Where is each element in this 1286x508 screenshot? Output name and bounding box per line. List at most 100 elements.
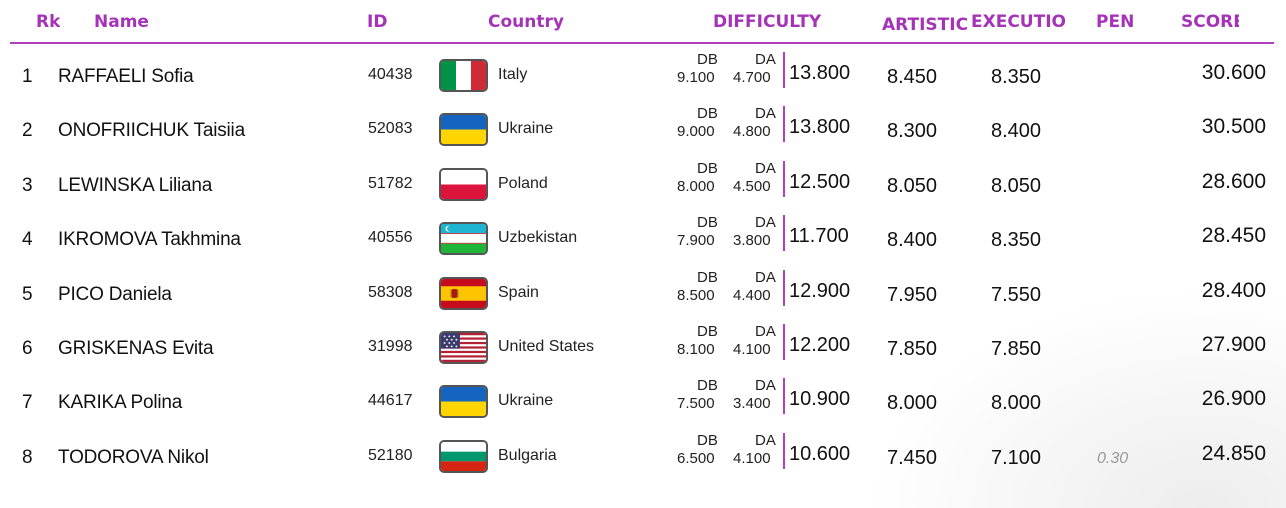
header-artistic[interactable]: ARTISTIC	[882, 15, 969, 35]
italy-flag-icon	[439, 59, 488, 92]
table-row[interactable]: 5 PICO Daniela 58308 Spain DB DA 8.500 4.400 12.…	[0, 269, 1286, 330]
db-value: 6.500	[677, 449, 715, 467]
da-label: DA	[755, 268, 776, 286]
rank: 5	[22, 283, 33, 305]
ukraine-flag-icon	[439, 113, 488, 147]
header-execution[interactable]: EXECUTIOI	[971, 12, 1065, 32]
db-label: DB	[697, 214, 718, 232]
db-label: DB	[697, 268, 718, 286]
difficulty-divider	[783, 432, 785, 469]
db-label: DB	[697, 159, 718, 177]
country-name: Bulgaria	[498, 446, 557, 464]
da-value: 4.800	[733, 123, 771, 141]
rank: 8	[22, 446, 33, 468]
athlete-name[interactable]: RAFFAELI Sofia	[58, 66, 194, 87]
da-value: 4.100	[733, 341, 771, 358]
athlete-name[interactable]: PICO Daniela	[58, 283, 172, 305]
united-states-flag-icon	[439, 331, 488, 364]
difficulty-score: 12.900	[789, 279, 851, 302]
db-value: 9.000	[677, 123, 715, 141]
header-country[interactable]: Country	[488, 12, 564, 32]
execution-score: 8.400	[991, 120, 1042, 143]
da-label: DA	[755, 431, 776, 449]
total-score: 24.850	[1201, 441, 1266, 465]
header-rk[interactable]: Rk	[36, 12, 61, 32]
db-value: 8.500	[677, 286, 715, 304]
difficulty-score: 10.900	[789, 388, 851, 411]
table-row[interactable]: 3 LEWINSKA Liliana 51782 Poland DB DA 8.000 4.5…	[0, 160, 1286, 221]
da-value: 3.800	[733, 232, 771, 250]
difficulty-divider	[783, 378, 785, 415]
db-label: DB	[697, 105, 718, 123]
athlete-id: 52180	[368, 446, 413, 464]
athlete-name[interactable]: LEWINSKA Liliana	[58, 174, 213, 196]
table-row[interactable]: 2 ONOFRIICHUK Taisiia 52083 Ukraine DB DA 9.00…	[0, 105, 1286, 166]
rank: 6	[22, 338, 33, 359]
country-name: Uzbekistan	[498, 229, 578, 247]
difficulty-divider	[783, 52, 785, 88]
athlete-name[interactable]: KARIKA Polina	[58, 392, 183, 414]
execution-score: 8.350	[991, 229, 1042, 252]
artistic-score: 7.850	[887, 338, 938, 360]
athlete-name[interactable]: ONOFRIICHUK Taisiia	[58, 120, 245, 142]
da-value: 4.100	[733, 449, 771, 467]
difficulty-divider	[783, 160, 785, 197]
difficulty-divider	[783, 215, 785, 252]
table-row[interactable]: 6 GRISKENAS Evita 31998 United States DB DA 8.…	[0, 323, 1286, 384]
penalty: 0.30	[1097, 449, 1129, 467]
header-name[interactable]: Name	[94, 12, 149, 32]
artistic-score: 8.450	[887, 66, 938, 88]
da-label: DA	[755, 105, 776, 123]
rank: 4	[22, 229, 33, 251]
header-difficulty[interactable]: DIFFICULTY	[713, 12, 822, 32]
rank: 2	[22, 120, 33, 142]
header-pen[interactable]: PEN	[1096, 12, 1135, 32]
db-value: 7.900	[677, 232, 715, 250]
db-value: 9.100	[677, 69, 715, 86]
athlete-id: 51782	[368, 174, 413, 192]
execution-score: 8.350	[991, 66, 1042, 88]
db-value: 8.000	[677, 177, 715, 195]
execution-score: 8.000	[991, 392, 1042, 415]
execution-score: 7.550	[991, 283, 1042, 306]
athlete-id: 58308	[368, 283, 413, 301]
uzbekistan-flag-icon	[439, 222, 488, 256]
artistic-score: 8.400	[887, 229, 938, 252]
artistic-score: 7.950	[887, 283, 938, 306]
da-label: DA	[755, 323, 776, 340]
athlete-name[interactable]: TODOROVA Nikol	[58, 446, 209, 468]
artistic-score: 8.300	[887, 120, 938, 143]
da-label: DA	[755, 159, 776, 177]
bulgaria-flag-icon	[439, 439, 488, 473]
table-row[interactable]: 1 RAFFAELI Sofia 40438 Italy DB DA 9.100 4.700 1…	[0, 51, 1286, 112]
difficulty-score: 12.500	[789, 170, 851, 193]
db-label: DB	[697, 51, 718, 68]
header-score[interactable]: SCORE	[1181, 12, 1239, 32]
difficulty-score: 13.800	[789, 62, 851, 84]
total-score: 28.400	[1201, 278, 1266, 302]
table-row[interactable]: 8 TODOROVA Nikol 52180 Bulgaria DB DA 6.500 4.1…	[0, 432, 1286, 493]
total-score: 27.900	[1201, 333, 1266, 356]
table-row[interactable]: 7 KARIKA Polina 44617 Ukraine DB DA 7.500 3.400…	[0, 377, 1286, 438]
athlete-name[interactable]: GRISKENAS Evita	[58, 338, 214, 359]
total-score: 30.500	[1201, 115, 1266, 139]
rank: 3	[22, 174, 33, 196]
header-id[interactable]: ID	[367, 12, 388, 32]
athlete-id: 44617	[368, 392, 413, 410]
difficulty-score: 11.700	[789, 225, 849, 248]
db-label: DB	[697, 323, 718, 340]
total-score: 28.450	[1201, 224, 1266, 248]
table-header: Rk Name ID Country DIFFICULTY ARTISTIC E…	[0, 0, 1286, 44]
difficulty-score: 12.200	[789, 334, 851, 356]
rank: 7	[22, 392, 33, 414]
athlete-name[interactable]: IKROMOVA Takhmina	[58, 229, 241, 251]
athlete-id: 40556	[368, 229, 413, 247]
table-row[interactable]: 4 IKROMOVA Takhmina 40556 Uzbekistan DB DA 7.9…	[0, 214, 1286, 275]
difficulty-score: 13.800	[789, 116, 851, 139]
country-name: Poland	[498, 174, 548, 192]
athlete-id: 40438	[368, 66, 413, 83]
rank: 1	[22, 66, 33, 87]
spain-flag-icon	[439, 276, 488, 310]
da-value: 3.400	[733, 395, 771, 413]
artistic-score: 8.050	[887, 174, 938, 197]
